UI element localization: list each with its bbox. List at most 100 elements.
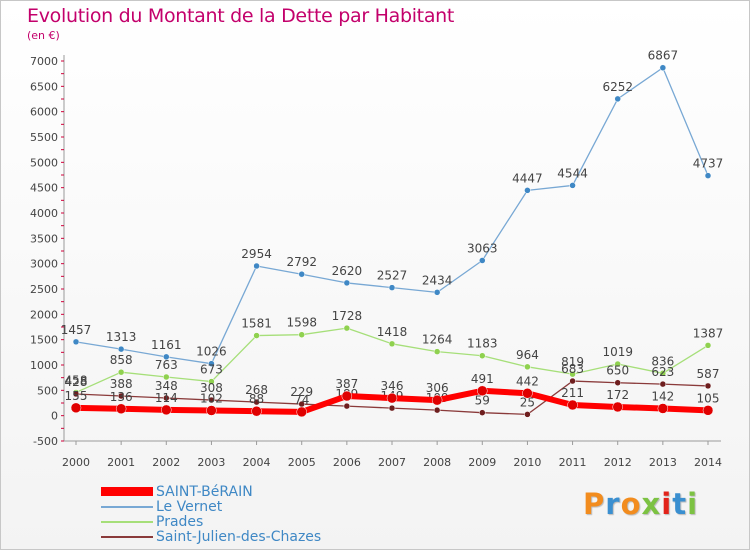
legend-label: Prades: [156, 514, 204, 530]
data-label-prades: 458: [65, 373, 88, 387]
data-label-saint-b-rain: 306: [426, 381, 449, 395]
data-point-saint-b-rain: [657, 403, 669, 414]
data-label-le-vernet: 1026: [196, 345, 227, 359]
data-point-prades: [659, 370, 667, 377]
data-label-le-vernet: 1161: [151, 338, 182, 352]
data-point-saint-b-rain: [702, 405, 714, 416]
y-tick-label: -500: [33, 435, 58, 448]
legend-swatch: [101, 506, 153, 508]
data-point-saint-b-rain: [296, 406, 307, 418]
x-tick-label: 2010: [513, 456, 541, 469]
legend-swatch: [101, 487, 153, 496]
data-point-le-vernet: [388, 284, 396, 291]
data-point-saint-julien-des-chazes: [479, 409, 486, 416]
data-label-prades: 1183: [467, 337, 498, 351]
x-tick-label: 2011: [559, 456, 587, 469]
data-label-saint-b-rain: 102: [200, 391, 223, 405]
data-label-prades: 858: [110, 353, 133, 367]
data-point-saint-julien-des-chazes: [253, 398, 260, 406]
data-label-saint-julien-des-chazes: 268: [245, 383, 268, 397]
data-label-saint-julien-des-chazes: 650: [606, 364, 629, 378]
data-label-le-vernet: 2792: [286, 255, 317, 269]
data-point-prades: [479, 352, 486, 359]
data-label-le-vernet: 1457: [61, 323, 92, 337]
y-tick-label: 4000: [30, 207, 58, 220]
y-tick-label: 3500: [30, 232, 58, 245]
data-label-saint-b-rain: 172: [606, 388, 629, 402]
data-point-saint-julien-des-chazes: [569, 377, 576, 385]
y-tick-label: 5500: [30, 131, 58, 144]
y-tick-label: 6000: [30, 106, 58, 119]
data-label-saint-b-rain: 142: [651, 389, 674, 403]
data-point-prades: [117, 368, 125, 376]
data-label-le-vernet: 2954: [241, 247, 272, 261]
data-label-saint-b-rain: 114: [155, 391, 178, 405]
data-point-prades: [704, 342, 712, 349]
data-label-prades: 763: [155, 358, 178, 372]
data-label-saint-b-rain: 211: [561, 386, 584, 400]
x-tick-label: 2005: [288, 456, 316, 469]
data-label-saint-julien-des-chazes: 587: [697, 367, 720, 381]
data-point-saint-julien-des-chazes: [704, 382, 712, 390]
data-point-saint-julien-des-chazes: [659, 380, 667, 388]
data-label-le-vernet: 4447: [512, 171, 543, 185]
data-label-prades: 819: [561, 355, 584, 369]
data-point-saint-julien-des-chazes: [388, 404, 396, 412]
data-label-saint-julien-des-chazes: 308: [200, 381, 223, 395]
data-label-saint-julien-des-chazes: 388: [110, 377, 133, 391]
data-label-prades: 964: [516, 348, 539, 362]
x-tick-label: 2000: [62, 456, 90, 469]
data-point-prades: [569, 370, 576, 378]
data-point-saint-julien-des-chazes: [117, 392, 125, 400]
y-tick-label: 7000: [30, 55, 58, 68]
y-tick-label: 1000: [30, 359, 58, 372]
y-tick-label: 2500: [30, 283, 58, 296]
data-point-le-vernet: [433, 289, 441, 296]
chart-title: Evolution du Montant de la Dette par Hab…: [27, 5, 455, 27]
data-label-saint-julien-des-chazes: 59: [475, 394, 490, 408]
data-point-le-vernet: [479, 257, 486, 264]
data-point-saint-b-rain: [115, 403, 127, 415]
data-point-prades: [614, 360, 621, 368]
y-tick-label: 500: [37, 384, 58, 397]
data-label-saint-julien-des-chazes: 683: [561, 362, 584, 376]
data-point-saint-julien-des-chazes: [163, 394, 170, 402]
data-point-saint-b-rain: [477, 385, 488, 397]
proxiti-logo: Proxiti: [583, 487, 699, 521]
data-point-prades: [433, 348, 441, 355]
y-tick-label: 0: [51, 410, 58, 423]
unit-label: (en €): [27, 29, 60, 42]
data-point-le-vernet: [253, 262, 260, 270]
data-point-saint-b-rain: [386, 392, 398, 404]
x-tick-label: 2013: [649, 456, 677, 469]
data-label-prades: 1387: [693, 326, 724, 340]
legend-label: Le Vernet: [156, 499, 223, 515]
data-label-prades: 1598: [286, 316, 317, 330]
data-point-le-vernet: [524, 187, 531, 194]
x-tick-label: 2008: [423, 456, 451, 469]
data-point-le-vernet: [659, 64, 667, 71]
data-point-le-vernet: [569, 182, 576, 189]
data-point-le-vernet: [298, 270, 305, 278]
data-label-prades: 1264: [422, 333, 453, 347]
data-point-le-vernet: [614, 95, 621, 103]
data-label-saint-b-rain: 491: [471, 372, 494, 386]
data-point-le-vernet: [72, 338, 80, 346]
data-point-le-vernet: [208, 360, 215, 367]
data-point-saint-julien-des-chazes: [343, 402, 351, 410]
x-tick-label: 2002: [152, 456, 180, 469]
data-label-le-vernet: 4737: [693, 157, 724, 171]
data-point-saint-b-rain: [612, 401, 623, 413]
data-point-saint-b-rain: [522, 388, 533, 399]
data-point-le-vernet: [343, 279, 351, 287]
data-point-saint-julien-des-chazes: [433, 406, 441, 414]
data-point-saint-julien-des-chazes: [614, 379, 621, 386]
data-label-saint-b-rain: 88: [249, 392, 264, 406]
data-label-le-vernet: 2620: [332, 264, 363, 278]
data-label-prades: 1019: [602, 345, 633, 359]
data-label-saint-julien-des-chazes: 428: [65, 375, 88, 389]
y-tick-label: 1500: [30, 334, 58, 347]
data-point-saint-b-rain: [161, 404, 172, 416]
data-point-saint-b-rain: [70, 402, 82, 414]
